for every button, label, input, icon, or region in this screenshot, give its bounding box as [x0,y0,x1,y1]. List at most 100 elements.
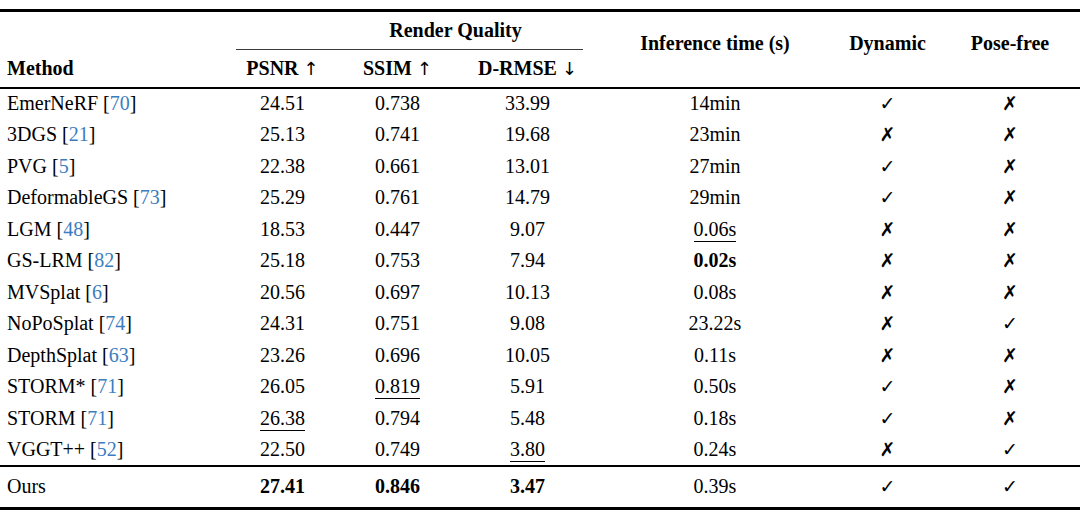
dynamic-cell: ✓ [835,182,940,214]
method-cell: GS-LRM [82] [0,245,230,277]
drmse-value: 9.08 [510,312,545,334]
ssim-cell: 0.751 [335,308,460,340]
psnr-cell: 25.18 [230,245,335,277]
render-quality-underline: Render Quality [236,19,583,50]
cross-icon: ✗ [1002,407,1018,429]
inference-time-cell: 0.02s [595,245,835,277]
dynamic-cell: ✓ [835,151,940,183]
psnr-cell: 25.29 [230,182,335,214]
posefree-cell: ✓ [940,434,1080,466]
psnr-header-label: PSNR [246,57,298,79]
dynamic-cell: ✓ [835,371,940,403]
citation-link[interactable]: 70 [110,92,130,114]
drmse-value: 33.99 [505,92,550,114]
inference-time-cell: 0.24s [595,434,835,466]
drmse-value: 5.91 [510,375,545,397]
column-header-ssim: SSIM ↑ [335,50,460,88]
method-cell: STORM* [71] [0,371,230,403]
drmse-value: 7.94 [510,249,545,271]
citation-link[interactable]: 6 [92,281,102,303]
citation-link[interactable]: 52 [97,438,117,460]
method-cell: EmerNeRF [70] [0,88,230,120]
psnr-cell: 24.31 [230,308,335,340]
psnr-value: 20.56 [260,281,305,303]
method-name: STORM* [7,375,86,397]
drmse-cell: 13.01 [460,151,595,183]
inference-time-cell: 0.39s [595,466,835,509]
citation-link[interactable]: 63 [109,344,129,366]
psnr-value: 25.18 [260,249,305,271]
ssim-cell: 0.749 [335,434,460,466]
drmse-cell: 14.79 [460,182,595,214]
citation-link[interactable]: 71 [97,375,117,397]
drmse-cell: 10.05 [460,340,595,372]
check-icon: ✓ [880,92,896,114]
citation-link[interactable]: 48 [63,218,83,240]
method-cell: PVG [5] [0,151,230,183]
method-name: STORM [7,407,76,429]
cross-icon: ✗ [1002,186,1018,208]
citation: [71] [86,375,124,397]
ssim-cell: 0.753 [335,245,460,277]
posefree-cell: ✓ [940,466,1080,509]
ssim-value: 0.819 [375,375,420,399]
method-cell: 3DGS [21] [0,119,230,151]
psnr-cell: 24.51 [230,88,335,120]
ssim-value: 0.696 [375,344,420,366]
up-arrow-icon: ↑ [417,58,432,79]
posefree-cell: ✗ [940,371,1080,403]
table-body: EmerNeRF [70] 24.51 0.738 33.99 14min ✓ … [0,88,1080,466]
time-value: 23min [689,123,740,145]
time-value: 0.06s [694,218,737,242]
column-header-drmse: D-RMSE ↓ [460,50,595,88]
psnr-value: 25.29 [260,186,305,208]
method-name: DepthSplat [7,344,97,366]
time-value: 29min [689,186,740,208]
citation: [52] [85,438,123,460]
cross-icon: ✗ [880,249,896,271]
method-cell: STORM [71] [0,403,230,435]
table-row: 3DGS [21] 25.13 0.741 19.68 23min ✗ ✗ [0,119,1080,151]
check-icon: ✓ [880,475,896,497]
method-name: GS-LRM [7,249,83,271]
citation-link[interactable]: 71 [87,407,107,429]
inference-time-cell: 0.08s [595,277,835,309]
check-icon: ✓ [880,375,896,397]
ours-section: Ours 27.41 0.846 3.47 0.39s ✓ ✓ [0,466,1080,509]
up-arrow-icon: ↑ [304,58,319,79]
check-icon: ✓ [880,155,896,177]
psnr-value: 18.53 [260,218,305,240]
inference-time-cell: 29min [595,182,835,214]
ssim-value: 0.794 [375,407,420,429]
psnr-cell: 18.53 [230,214,335,246]
cross-icon: ✗ [880,312,896,334]
ssim-cell: 0.819 [335,371,460,403]
ssim-value: 0.738 [375,92,420,114]
method-name: MVSplat [7,281,80,303]
citation-link[interactable]: 74 [105,312,125,334]
method-cell: LGM [48] [0,214,230,246]
posefree-cell: ✗ [940,277,1080,309]
pose-free-header-label: Pose-free [971,32,1049,54]
citation: [82] [83,249,121,271]
citation-link[interactable]: 21 [69,123,89,145]
time-value: 23.22s [689,312,742,334]
ssim-cell: 0.794 [335,403,460,435]
citation-link[interactable]: 82 [94,249,114,271]
drmse-cell: 5.48 [460,403,595,435]
dynamic-cell: ✓ [835,88,940,120]
posefree-cell: ✗ [940,403,1080,435]
citation-link[interactable]: 73 [140,186,160,208]
results-table: Method Render Quality Inference time (s)… [0,9,1080,510]
table-row: VGGT++ [52] 22.50 0.749 3.80 0.24s ✗ ✓ [0,434,1080,466]
time-value: 0.11s [694,344,736,366]
table-row: DeformableGS [73] 25.29 0.761 14.79 29mi… [0,182,1080,214]
drmse-value: 3.47 [510,475,545,497]
table-row: EmerNeRF [70] 24.51 0.738 33.99 14min ✓ … [0,88,1080,120]
table-row: STORM* [71] 26.05 0.819 5.91 0.50s ✓ ✗ [0,371,1080,403]
citation-link[interactable]: 5 [59,155,69,177]
inference-time-cell: 0.18s [595,403,835,435]
psnr-value: 25.13 [260,123,305,145]
time-value: 0.02s [694,249,737,271]
posefree-cell: ✗ [940,214,1080,246]
